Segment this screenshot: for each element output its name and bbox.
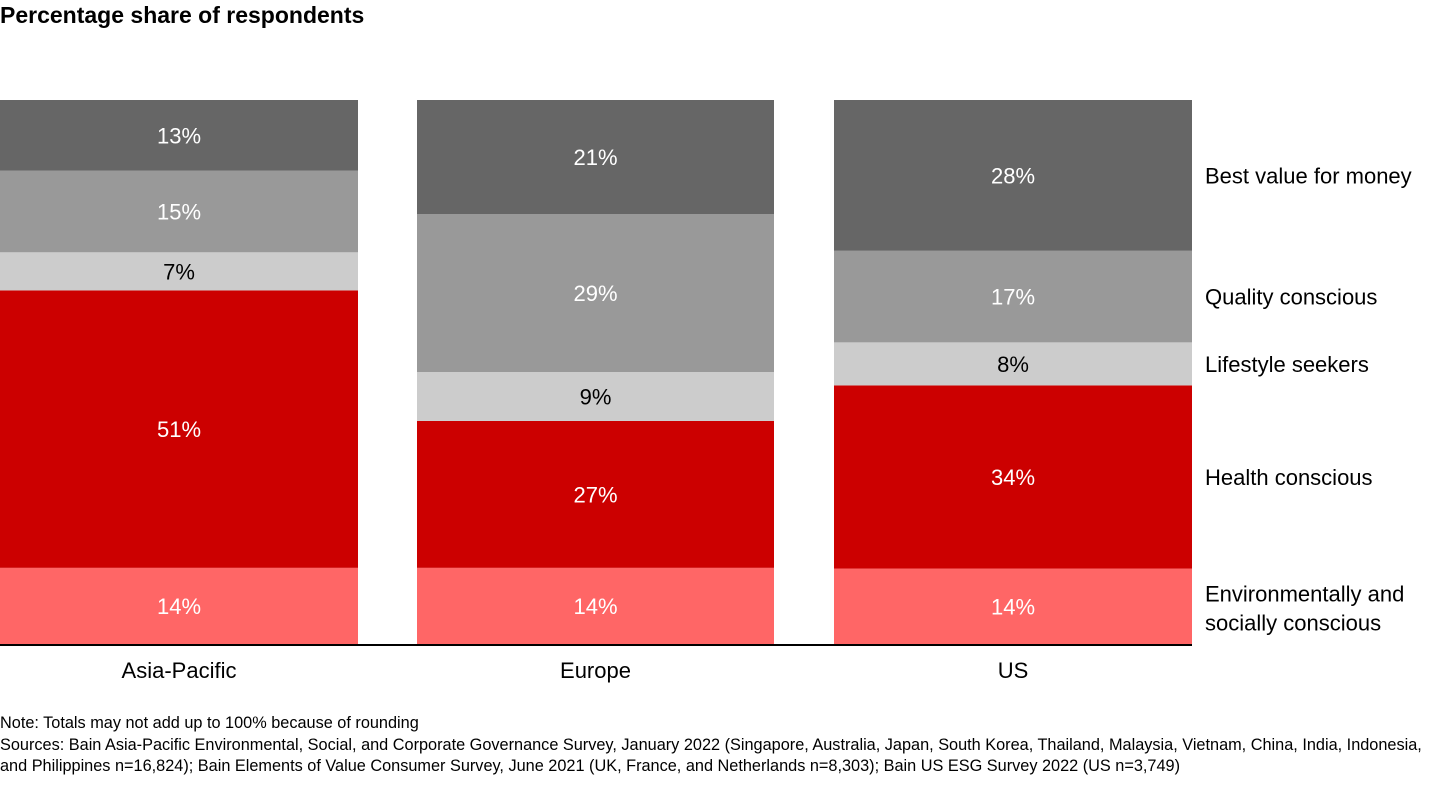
sources-text: Sources: Bain Asia-Pacific Environmental… [0,735,1422,776]
data-label: 34% [991,465,1035,490]
chart-title: Percentage share of respondents [0,2,365,28]
data-label: 27% [573,482,617,507]
bar-segment-health-conscious [417,420,774,568]
legend-label: Lifestyle seekers [1205,352,1369,377]
bar-segment-quality-conscious [834,250,1192,343]
data-label: 29% [573,281,617,306]
bar-segment-lifestyle-seekers [417,372,774,421]
bar-segment-quality-conscious [0,170,358,253]
legend-label: Quality conscious [1205,285,1377,310]
bar-segment-environmentally-and-socially-conscious [0,567,358,644]
data-label: 7% [163,259,195,284]
data-label: 51% [157,417,201,442]
legend-label: Environmentally and socially conscious [1205,581,1404,635]
bar-segment-quality-conscious [417,214,774,372]
note-text: Note: Totals may not add up to 100% beca… [0,714,419,732]
data-label: 13% [157,123,201,148]
bar-segment-lifestyle-seekers [0,252,358,291]
bar-segment-best-value-for-money [834,100,1192,251]
bar-segment-health-conscious [0,290,358,568]
bar-segment-best-value-for-money [0,100,358,171]
data-label: 28% [991,163,1035,188]
x-tick-label: US [998,658,1029,683]
footnotes: Note: Totals may not add up to 100% beca… [0,713,1440,778]
data-label: 14% [573,594,617,619]
data-label: 14% [157,594,201,619]
data-label: 14% [991,594,1035,619]
data-label: 9% [580,384,612,409]
bar-segment-environmentally-and-socially-conscious [834,568,1192,644]
bar-segment-best-value-for-money [417,100,774,215]
bar-segment-environmentally-and-socially-conscious [417,567,774,644]
x-tick-label: Asia-Pacific [122,658,237,683]
bar-segment-lifestyle-seekers [834,342,1192,386]
x-tick-label: Europe [560,658,631,683]
legend-label: Best value for money [1205,163,1412,188]
stacked-bar-chart: 14% 51% 7% 15% 13% Asia-Pacific 14% 27% 9% 29% 21%… [0,100,1412,683]
data-label: 15% [157,200,201,225]
bar-segment-health-conscious [834,385,1192,569]
data-label: 17% [991,285,1035,310]
data-label: 21% [573,145,617,170]
legend-label: Health conscious [1205,465,1373,490]
data-label: 8% [997,352,1029,377]
